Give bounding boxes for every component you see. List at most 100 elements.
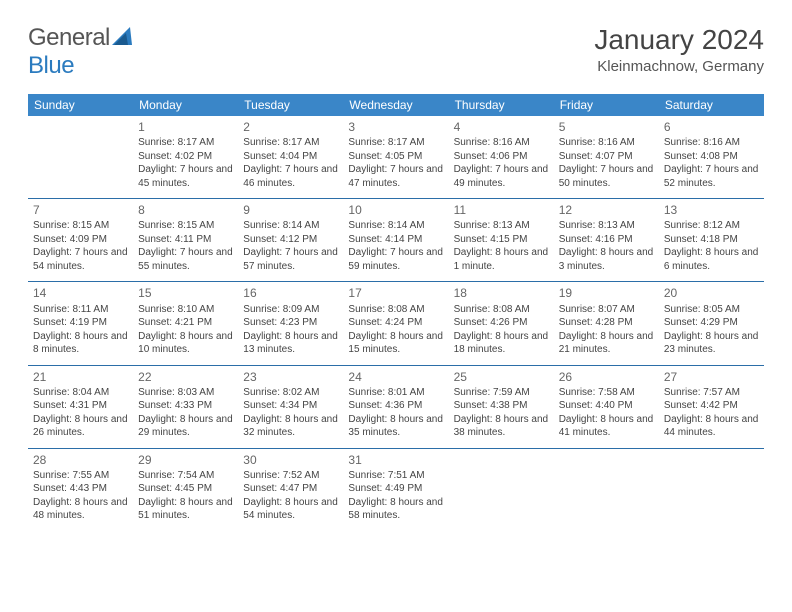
calendar-cell: 11Sunrise: 8:13 AMSunset: 4:15 PMDayligh… bbox=[449, 199, 554, 282]
daylight-text: Daylight: 7 hours and 45 minutes. bbox=[138, 163, 233, 190]
calendar-cell: 5Sunrise: 8:16 AMSunset: 4:07 PMDaylight… bbox=[554, 116, 659, 199]
calendar-cell: 29Sunrise: 7:54 AMSunset: 4:45 PMDayligh… bbox=[133, 448, 238, 531]
sunrise-text: Sunrise: 8:01 AM bbox=[348, 386, 443, 400]
sunrise-text: Sunrise: 8:14 AM bbox=[348, 219, 443, 233]
daylight-text: Daylight: 7 hours and 55 minutes. bbox=[138, 246, 233, 273]
calendar-cell bbox=[28, 116, 133, 199]
sunset-text: Sunset: 4:21 PM bbox=[138, 316, 233, 330]
sunrise-text: Sunrise: 8:12 AM bbox=[664, 219, 759, 233]
title-block: January 2024 Kleinmachnow, Germany bbox=[594, 24, 764, 75]
calendar-cell: 14Sunrise: 8:11 AMSunset: 4:19 PMDayligh… bbox=[28, 282, 133, 365]
sunrise-text: Sunrise: 7:57 AM bbox=[664, 386, 759, 400]
day-number: 8 bbox=[138, 202, 233, 218]
calendar-week-row: 1Sunrise: 8:17 AMSunset: 4:02 PMDaylight… bbox=[28, 116, 764, 199]
daylight-text: Daylight: 8 hours and 3 minutes. bbox=[559, 246, 654, 273]
sunrise-text: Sunrise: 7:54 AM bbox=[138, 469, 233, 483]
sunset-text: Sunset: 4:29 PM bbox=[664, 316, 759, 330]
calendar-cell: 10Sunrise: 8:14 AMSunset: 4:14 PMDayligh… bbox=[343, 199, 448, 282]
logo: General Blue bbox=[28, 24, 134, 80]
day-number: 12 bbox=[559, 202, 654, 218]
calendar-cell: 15Sunrise: 8:10 AMSunset: 4:21 PMDayligh… bbox=[133, 282, 238, 365]
calendar-cell: 25Sunrise: 7:59 AMSunset: 4:38 PMDayligh… bbox=[449, 365, 554, 448]
sunset-text: Sunset: 4:28 PM bbox=[559, 316, 654, 330]
daylight-text: Daylight: 7 hours and 54 minutes. bbox=[33, 246, 128, 273]
day-number: 29 bbox=[138, 452, 233, 468]
sunset-text: Sunset: 4:15 PM bbox=[454, 233, 549, 247]
daylight-text: Daylight: 8 hours and 44 minutes. bbox=[664, 413, 759, 440]
daylight-text: Daylight: 8 hours and 35 minutes. bbox=[348, 413, 443, 440]
calendar-cell: 20Sunrise: 8:05 AMSunset: 4:29 PMDayligh… bbox=[659, 282, 764, 365]
sunrise-text: Sunrise: 8:08 AM bbox=[348, 303, 443, 317]
sunset-text: Sunset: 4:49 PM bbox=[348, 482, 443, 496]
sunrise-text: Sunrise: 8:17 AM bbox=[348, 136, 443, 150]
day-number: 16 bbox=[243, 285, 338, 301]
daylight-text: Daylight: 8 hours and 15 minutes. bbox=[348, 330, 443, 357]
day-number: 10 bbox=[348, 202, 443, 218]
sunset-text: Sunset: 4:16 PM bbox=[559, 233, 654, 247]
sunset-text: Sunset: 4:33 PM bbox=[138, 399, 233, 413]
daylight-text: Daylight: 8 hours and 58 minutes. bbox=[348, 496, 443, 523]
sunset-text: Sunset: 4:42 PM bbox=[664, 399, 759, 413]
sunset-text: Sunset: 4:18 PM bbox=[664, 233, 759, 247]
calendar-cell: 27Sunrise: 7:57 AMSunset: 4:42 PMDayligh… bbox=[659, 365, 764, 448]
day-number: 27 bbox=[664, 369, 759, 385]
daylight-text: Daylight: 7 hours and 57 minutes. bbox=[243, 246, 338, 273]
calendar-cell: 31Sunrise: 7:51 AMSunset: 4:49 PMDayligh… bbox=[343, 448, 448, 531]
day-header: Sunday bbox=[28, 94, 133, 116]
day-number: 9 bbox=[243, 202, 338, 218]
logo-sail-icon bbox=[112, 27, 134, 47]
day-number: 26 bbox=[559, 369, 654, 385]
daylight-text: Daylight: 8 hours and 8 minutes. bbox=[33, 330, 128, 357]
sunrise-text: Sunrise: 8:02 AM bbox=[243, 386, 338, 400]
calendar-cell: 13Sunrise: 8:12 AMSunset: 4:18 PMDayligh… bbox=[659, 199, 764, 282]
sunrise-text: Sunrise: 8:16 AM bbox=[559, 136, 654, 150]
calendar-cell bbox=[659, 448, 764, 531]
sunset-text: Sunset: 4:08 PM bbox=[664, 150, 759, 164]
sunrise-text: Sunrise: 8:13 AM bbox=[454, 219, 549, 233]
calendar-cell: 28Sunrise: 7:55 AMSunset: 4:43 PMDayligh… bbox=[28, 448, 133, 531]
day-header: Tuesday bbox=[238, 94, 343, 116]
daylight-text: Daylight: 7 hours and 52 minutes. bbox=[664, 163, 759, 190]
calendar-page: General Blue January 2024 Kleinmachnow, … bbox=[0, 0, 792, 531]
calendar-cell: 24Sunrise: 8:01 AMSunset: 4:36 PMDayligh… bbox=[343, 365, 448, 448]
sunrise-text: Sunrise: 8:16 AM bbox=[454, 136, 549, 150]
day-number: 17 bbox=[348, 285, 443, 301]
logo-text-blue: Blue bbox=[28, 52, 74, 79]
calendar-cell: 8Sunrise: 8:15 AMSunset: 4:11 PMDaylight… bbox=[133, 199, 238, 282]
sunrise-text: Sunrise: 7:55 AM bbox=[33, 469, 128, 483]
sunset-text: Sunset: 4:07 PM bbox=[559, 150, 654, 164]
daylight-text: Daylight: 8 hours and 32 minutes. bbox=[243, 413, 338, 440]
sunrise-text: Sunrise: 8:05 AM bbox=[664, 303, 759, 317]
sunset-text: Sunset: 4:19 PM bbox=[33, 316, 128, 330]
day-number: 7 bbox=[33, 202, 128, 218]
sunset-text: Sunset: 4:06 PM bbox=[454, 150, 549, 164]
daylight-text: Daylight: 7 hours and 46 minutes. bbox=[243, 163, 338, 190]
sunrise-text: Sunrise: 8:08 AM bbox=[454, 303, 549, 317]
calendar-cell: 12Sunrise: 8:13 AMSunset: 4:16 PMDayligh… bbox=[554, 199, 659, 282]
calendar-table: SundayMondayTuesdayWednesdayThursdayFrid… bbox=[28, 94, 764, 531]
daylight-text: Daylight: 8 hours and 21 minutes. bbox=[559, 330, 654, 357]
daylight-text: Daylight: 8 hours and 6 minutes. bbox=[664, 246, 759, 273]
calendar-cell: 30Sunrise: 7:52 AMSunset: 4:47 PMDayligh… bbox=[238, 448, 343, 531]
sunrise-text: Sunrise: 7:58 AM bbox=[559, 386, 654, 400]
sunrise-text: Sunrise: 8:15 AM bbox=[33, 219, 128, 233]
calendar-cell: 22Sunrise: 8:03 AMSunset: 4:33 PMDayligh… bbox=[133, 365, 238, 448]
sunrise-text: Sunrise: 8:03 AM bbox=[138, 386, 233, 400]
sunrise-text: Sunrise: 8:14 AM bbox=[243, 219, 338, 233]
sunset-text: Sunset: 4:09 PM bbox=[33, 233, 128, 247]
day-number: 21 bbox=[33, 369, 128, 385]
location-label: Kleinmachnow, Germany bbox=[594, 58, 764, 75]
sunrise-text: Sunrise: 8:17 AM bbox=[243, 136, 338, 150]
sunset-text: Sunset: 4:11 PM bbox=[138, 233, 233, 247]
sunset-text: Sunset: 4:04 PM bbox=[243, 150, 338, 164]
calendar-cell: 26Sunrise: 7:58 AMSunset: 4:40 PMDayligh… bbox=[554, 365, 659, 448]
day-number: 20 bbox=[664, 285, 759, 301]
day-number: 15 bbox=[138, 285, 233, 301]
calendar-body: 1Sunrise: 8:17 AMSunset: 4:02 PMDaylight… bbox=[28, 116, 764, 531]
sunset-text: Sunset: 4:12 PM bbox=[243, 233, 338, 247]
sunrise-text: Sunrise: 8:15 AM bbox=[138, 219, 233, 233]
calendar-cell: 7Sunrise: 8:15 AMSunset: 4:09 PMDaylight… bbox=[28, 199, 133, 282]
day-number: 18 bbox=[454, 285, 549, 301]
sunset-text: Sunset: 4:40 PM bbox=[559, 399, 654, 413]
sunset-text: Sunset: 4:05 PM bbox=[348, 150, 443, 164]
